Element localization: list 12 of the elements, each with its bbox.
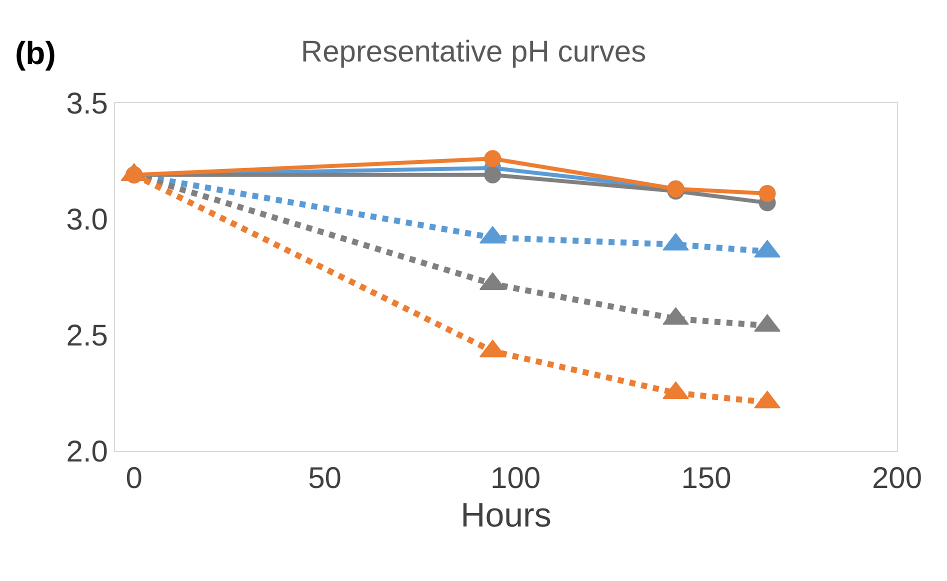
y-tick-label: 3.5 — [66, 88, 108, 120]
x-axis-title: Hours — [460, 496, 552, 534]
y-tick-label: 2.5 — [66, 320, 108, 352]
x-tick-label: 100 — [490, 462, 541, 495]
chart-title: Representative pH curves — [300, 36, 646, 69]
y-tick-label: 2.0 — [66, 436, 108, 468]
x-tick-label: 0 — [126, 462, 142, 495]
x-tick-label: 200 — [872, 462, 922, 495]
x-tick-label: 150 — [681, 462, 732, 495]
x-tick-label: 50 — [308, 462, 342, 495]
text: (b) — [15, 35, 56, 71]
y-tick-label: 3.0 — [66, 204, 108, 236]
